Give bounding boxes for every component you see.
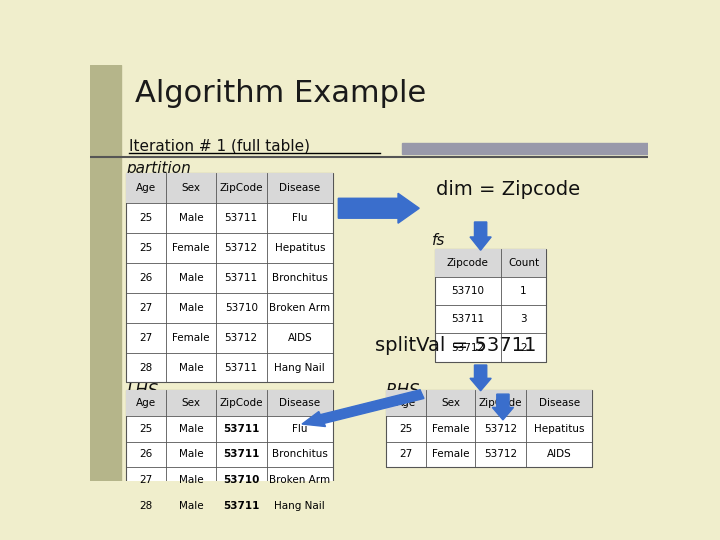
Text: 1: 1	[521, 286, 527, 296]
Text: Disease: Disease	[279, 398, 320, 408]
Text: 53712: 53712	[451, 342, 485, 353]
Text: Broken Arm: Broken Arm	[269, 475, 330, 485]
Text: 27: 27	[140, 333, 153, 342]
Text: Age: Age	[396, 398, 416, 408]
Text: 2: 2	[521, 342, 527, 353]
Text: ZipCode: ZipCode	[479, 398, 523, 408]
Text: Female: Female	[432, 449, 469, 460]
Text: Hang Nail: Hang Nail	[274, 501, 325, 511]
Text: dim = Zipcode: dim = Zipcode	[436, 180, 580, 199]
Text: Count: Count	[508, 258, 539, 268]
Text: Female: Female	[172, 333, 210, 342]
Bar	[126, 173, 333, 203]
Text: ZipCode: ZipCode	[220, 398, 263, 408]
Text: 25: 25	[140, 213, 153, 223]
Bar	[402, 143, 648, 154]
Text: Male: Male	[179, 423, 203, 434]
Text: Broken Arm: Broken Arm	[269, 302, 330, 313]
Text: 53711: 53711	[225, 273, 258, 282]
Text: Zipcode: Zipcode	[447, 258, 489, 268]
Text: 27: 27	[399, 449, 413, 460]
Text: 27: 27	[140, 302, 153, 313]
Text: 26: 26	[140, 273, 153, 282]
Text: LHS: LHS	[126, 382, 158, 400]
Text: Male: Male	[179, 449, 203, 460]
Text: RHS: RHS	[386, 382, 420, 400]
Text: 53711: 53711	[223, 501, 259, 511]
Text: 53711: 53711	[223, 449, 259, 460]
Bar	[126, 173, 333, 382]
Text: 53711: 53711	[225, 362, 258, 373]
Text: Hepatitus: Hepatitus	[274, 243, 325, 253]
Text: Male: Male	[179, 362, 203, 373]
Text: Sex: Sex	[181, 183, 200, 193]
Text: 26: 26	[140, 449, 153, 460]
Bar	[435, 248, 546, 277]
Text: 53712: 53712	[484, 423, 517, 434]
Text: Female: Female	[172, 243, 210, 253]
Text: 53712: 53712	[225, 333, 258, 342]
Text: Male: Male	[179, 501, 203, 511]
Text: Sex: Sex	[441, 398, 460, 408]
Text: AIDS: AIDS	[547, 449, 572, 460]
Text: Hepatitus: Hepatitus	[534, 423, 585, 434]
Text: 25: 25	[140, 243, 153, 253]
Text: Flu: Flu	[292, 423, 307, 434]
Bar	[126, 390, 333, 519]
Text: Age: Age	[136, 398, 156, 408]
Text: Disease: Disease	[279, 183, 320, 193]
Text: Female: Female	[432, 423, 469, 434]
Text: 53711: 53711	[451, 314, 485, 324]
Text: 53710: 53710	[451, 286, 485, 296]
FancyArrow shape	[470, 222, 491, 250]
Text: partition: partition	[126, 161, 191, 176]
Text: 25: 25	[140, 423, 153, 434]
Bar	[126, 390, 333, 416]
Bar	[435, 248, 546, 362]
Text: Hang Nail: Hang Nail	[274, 362, 325, 373]
FancyArrow shape	[470, 365, 491, 391]
Text: 53712: 53712	[484, 449, 517, 460]
Bar	[90, 65, 121, 481]
Text: 25: 25	[399, 423, 413, 434]
Text: 53712: 53712	[225, 243, 258, 253]
Text: AIDS: AIDS	[287, 333, 312, 342]
Text: fs: fs	[431, 233, 445, 248]
Text: Bronchitus: Bronchitus	[272, 273, 328, 282]
Text: 28: 28	[140, 362, 153, 373]
Text: Male: Male	[179, 273, 203, 282]
Text: Flu: Flu	[292, 213, 307, 223]
Text: 53710: 53710	[223, 475, 259, 485]
Bar	[386, 390, 593, 467]
Text: Bronchitus: Bronchitus	[272, 449, 328, 460]
Text: Iteration # 1 (full table): Iteration # 1 (full table)	[129, 139, 310, 154]
Text: Sex: Sex	[181, 398, 200, 408]
Text: Male: Male	[179, 213, 203, 223]
FancyArrow shape	[302, 390, 424, 427]
Text: splitVal = 53711: splitVal = 53711	[374, 336, 536, 355]
Text: Algorithm Example: Algorithm Example	[135, 79, 426, 109]
Text: Disease: Disease	[539, 398, 580, 408]
Text: Male: Male	[179, 302, 203, 313]
Text: 53711: 53711	[223, 423, 259, 434]
Text: 53710: 53710	[225, 302, 258, 313]
Text: Male: Male	[179, 475, 203, 485]
Text: ZipCode: ZipCode	[220, 183, 263, 193]
Bar	[386, 390, 593, 416]
Text: 27: 27	[140, 475, 153, 485]
FancyArrow shape	[492, 394, 513, 420]
FancyArrow shape	[338, 193, 419, 223]
Text: 28: 28	[140, 501, 153, 511]
Text: 3: 3	[521, 314, 527, 324]
Text: 53711: 53711	[225, 213, 258, 223]
Text: Age: Age	[136, 183, 156, 193]
